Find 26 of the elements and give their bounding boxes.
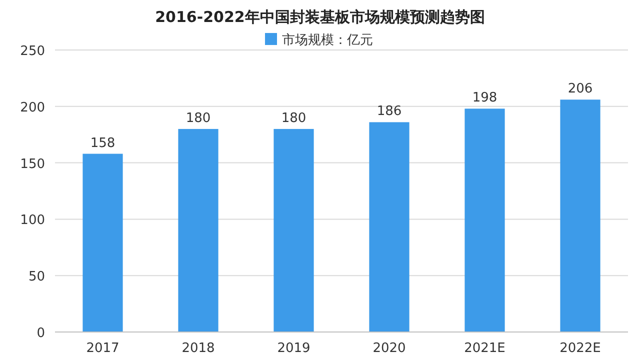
data-label: 206	[568, 82, 593, 97]
data-label: 180	[186, 110, 211, 126]
data-label: 198	[472, 90, 498, 106]
y-tick-label: 200	[20, 100, 45, 116]
x-tick-label: 2018	[182, 341, 215, 356]
bar	[464, 108, 505, 332]
x-tick-label: 2020	[372, 341, 406, 356]
data-label: 158	[90, 136, 116, 151]
legend-label: 市场规模：亿元	[282, 33, 373, 48]
x-tick-label: 2022E	[560, 341, 601, 356]
bar	[560, 100, 600, 332]
data-label: 180	[281, 110, 306, 126]
bar	[274, 128, 314, 332]
bar	[82, 154, 123, 332]
y-tick-label: 250	[20, 44, 45, 59]
x-tick-label: 2019	[277, 341, 310, 356]
data-label: 186	[376, 104, 402, 120]
bar	[178, 128, 218, 332]
y-tick-label: 0	[36, 326, 45, 341]
y-tick-label: 100	[20, 213, 45, 228]
y-tick-label: 150	[20, 156, 45, 172]
chart-title: 2016-2022年中国封装基板市场规模预测趋势图	[155, 8, 485, 26]
x-tick-label: 2021E	[464, 341, 506, 356]
bar	[369, 122, 410, 332]
x-tick-label: 2017	[86, 341, 120, 356]
y-tick-label: 50	[28, 270, 45, 285]
